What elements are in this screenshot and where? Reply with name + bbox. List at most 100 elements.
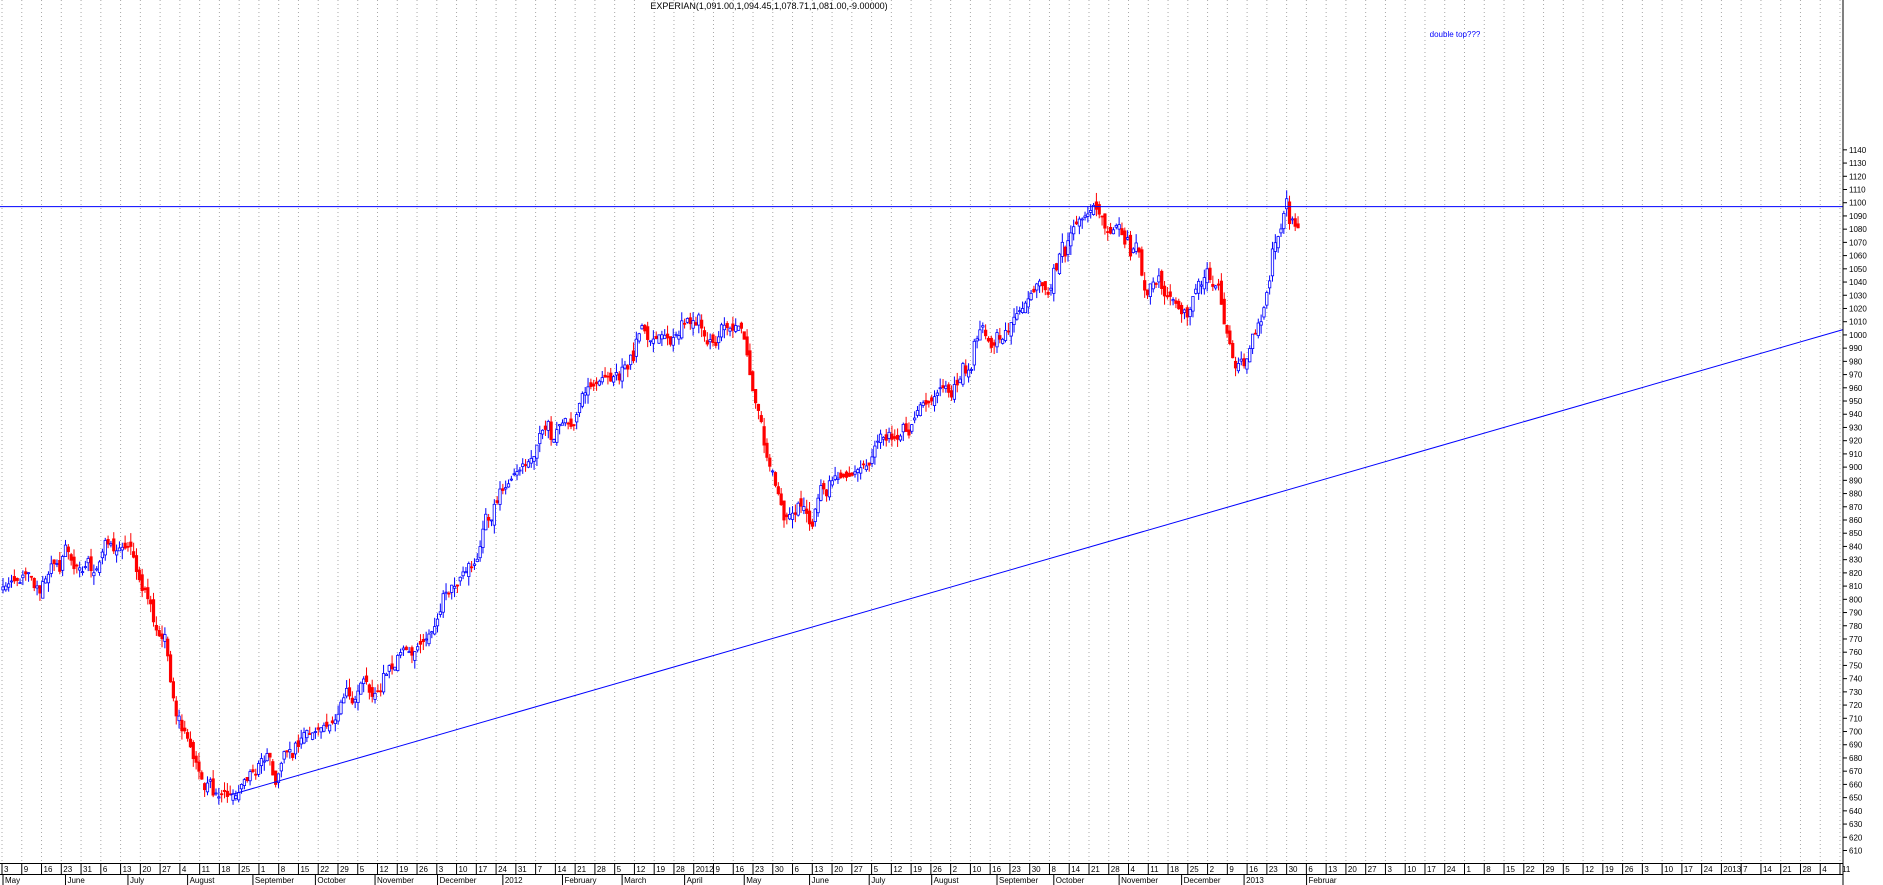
x-month-label: October: [317, 876, 346, 885]
candle-body: [797, 503, 799, 515]
candle-body: [1263, 308, 1265, 317]
candle-body: [1158, 276, 1160, 282]
candle-body: [1288, 202, 1290, 224]
candle-body: [235, 796, 237, 799]
x-day-label: 2: [1210, 865, 1215, 874]
candle-body: [141, 575, 143, 591]
y-tick-label: 1140: [1849, 146, 1867, 155]
x-day-label: 16: [1249, 865, 1258, 874]
candle-body: [81, 572, 83, 573]
candle-body: [806, 509, 808, 513]
y-tick-label: 950: [1849, 397, 1863, 406]
x-day-label: 20: [834, 865, 843, 874]
candle-body: [10, 581, 12, 582]
candle-body: [1001, 339, 1003, 343]
candle-body: [448, 593, 450, 594]
candle-body: [161, 634, 163, 639]
candle-body: [144, 588, 146, 589]
x-day-label: 27: [1368, 865, 1377, 874]
candle-body: [539, 433, 541, 443]
candle-body: [845, 472, 847, 477]
candle-body: [212, 779, 214, 795]
x-day-label: 9: [715, 865, 720, 874]
candle-body: [1200, 285, 1202, 286]
candle-body: [842, 474, 844, 477]
x-day-label: 17: [1427, 865, 1436, 874]
candle-body: [1055, 264, 1057, 270]
candle-body: [584, 393, 586, 395]
candle-body: [334, 720, 336, 724]
candle-body: [459, 577, 461, 581]
y-tick-label: 820: [1849, 569, 1863, 578]
y-tick-label: 1050: [1849, 265, 1867, 274]
y-tick-label: 750: [1849, 661, 1863, 670]
candle-body: [5, 586, 7, 590]
candle-body: [422, 639, 424, 641]
y-tick-label: 770: [1849, 635, 1863, 644]
x-day-label: 26: [1625, 865, 1634, 874]
candle-body: [266, 753, 268, 760]
candle-body: [269, 753, 271, 757]
candle-body: [1070, 233, 1072, 246]
y-tick-label: 670: [1849, 767, 1863, 776]
candle-body: [908, 430, 910, 435]
candle-body: [936, 393, 938, 396]
candle-body: [854, 472, 856, 474]
candle-body: [1172, 300, 1174, 301]
y-tick-label: 860: [1849, 516, 1863, 525]
x-day-label: 4: [1131, 865, 1136, 874]
x-day-label: 19: [656, 865, 665, 874]
candle-body: [627, 366, 629, 370]
candle-body: [840, 473, 842, 478]
y-tick-label: 730: [1849, 688, 1863, 697]
candle-body: [587, 387, 589, 395]
candle-body: [391, 664, 393, 669]
y-tick-label: 780: [1849, 622, 1863, 631]
x-day-label: 10: [1407, 865, 1416, 874]
candle-body: [470, 567, 472, 568]
candle-body: [996, 333, 998, 347]
candle-body: [808, 511, 810, 524]
candle-body: [93, 573, 95, 576]
candle-body: [1266, 293, 1268, 306]
y-tick-label: 790: [1849, 609, 1863, 618]
candle-body: [453, 586, 455, 588]
candle-body: [496, 501, 498, 503]
candle-body: [493, 504, 495, 525]
x-month-label: November: [1121, 876, 1158, 885]
candle-body: [959, 379, 961, 383]
x-month-label: August: [190, 876, 216, 885]
candle-body: [658, 335, 660, 343]
candle-body: [1050, 288, 1052, 290]
candle-body: [1268, 281, 1270, 288]
x-day-label: 7: [538, 865, 543, 874]
x-month-label: July: [130, 876, 144, 885]
candle-body: [1226, 325, 1228, 333]
candle-body: [803, 507, 805, 511]
candle-body: [556, 430, 558, 443]
x-month-label: June: [812, 876, 830, 885]
candle-body: [1024, 303, 1026, 313]
candle-body: [317, 728, 319, 729]
candle-body: [692, 321, 694, 329]
x-month-label: November: [377, 876, 414, 885]
candle-body: [1019, 311, 1021, 312]
candle-body: [1124, 231, 1126, 244]
candle-body: [19, 583, 21, 584]
candle-body: [990, 338, 992, 347]
candle-body: [1223, 299, 1225, 324]
candle-body: [431, 632, 433, 633]
candle-body: [98, 562, 100, 573]
candle-body: [536, 445, 538, 458]
candle-body: [527, 462, 529, 467]
candle-body: [50, 564, 52, 574]
candle-body: [1237, 363, 1239, 370]
candle-body: [871, 457, 873, 464]
candle-body: [1234, 361, 1236, 368]
y-tick-label: 1060: [1849, 252, 1867, 261]
candle-body: [462, 572, 464, 576]
candle-body: [911, 425, 913, 432]
y-tick-label: 940: [1849, 410, 1863, 419]
candle-body: [167, 639, 169, 656]
candle-body: [1197, 281, 1199, 293]
